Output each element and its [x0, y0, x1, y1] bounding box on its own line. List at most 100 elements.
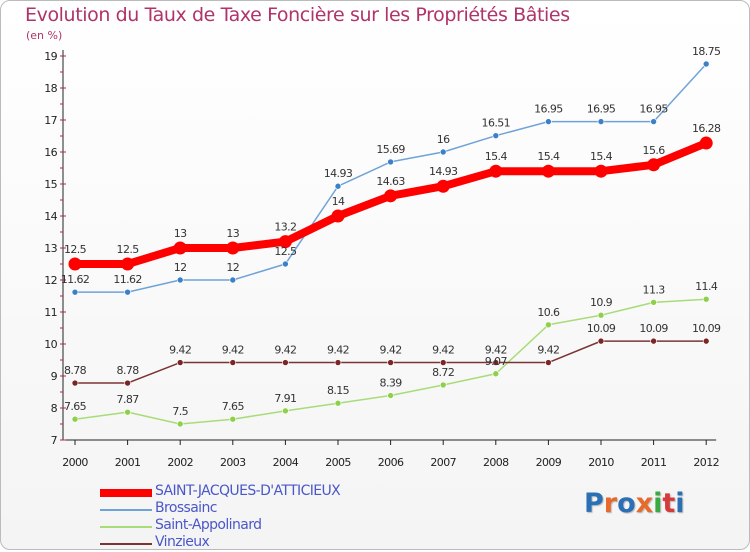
data-point: [334, 359, 342, 366]
data-label: 15.4: [590, 150, 613, 163]
data-label: 7.65: [222, 400, 245, 413]
data-point: [436, 179, 450, 193]
data-label: 14.93: [324, 167, 353, 180]
data-label: 15.4: [485, 150, 508, 163]
data-point: [702, 60, 710, 68]
data-point: [278, 235, 292, 249]
x-tick-label: 2006: [378, 456, 404, 469]
x-tick-label: 2000: [62, 456, 88, 469]
data-point: [331, 209, 345, 223]
legend-swatch: [100, 509, 152, 511]
data-label: 7.91: [274, 392, 296, 405]
data-point: [387, 359, 394, 366]
x-tick-label: 2005: [325, 456, 351, 469]
data-point: [384, 189, 398, 203]
data-point: [597, 118, 605, 125]
data-point: [176, 420, 184, 428]
data-label: 9.07: [485, 355, 508, 368]
data-point: [597, 337, 605, 345]
line-chart: 7 8 9 10 11 12 13 14 15 16 17 18 19 2000 2001 2002 2003 2…: [44, 45, 721, 469]
series-layer: [68, 60, 713, 428]
data-point: [71, 379, 79, 387]
data-label: 13.2: [274, 221, 296, 234]
data-point: [702, 295, 710, 303]
data-label: 16.95: [534, 103, 563, 116]
data-point: [489, 164, 503, 178]
data-label: 10.09: [639, 322, 668, 335]
data-label: 14.93: [429, 165, 458, 178]
data-point: [124, 408, 131, 416]
data-point: [439, 148, 447, 156]
data-label: 9.42: [432, 344, 454, 357]
y-tick-label: 11: [44, 306, 57, 319]
data-label: 8.72: [432, 366, 454, 379]
legend-label: Brossainc: [155, 500, 217, 516]
data-point: [68, 257, 82, 271]
legend-label: Saint-Appolinard: [155, 517, 262, 533]
data-label: 16.28: [692, 122, 721, 135]
data-label: 10.09: [587, 322, 616, 335]
data-label: 8.78: [64, 364, 87, 377]
x-tick-label: 2002: [167, 456, 193, 469]
data-point: [439, 359, 447, 366]
data-label: 13: [174, 227, 187, 240]
data-point: [650, 337, 657, 345]
data-point: [492, 359, 500, 366]
data-point: [387, 392, 394, 399]
data-label: 18.75: [692, 45, 721, 58]
data-point: [229, 276, 237, 284]
data-label: 11.62: [113, 273, 142, 286]
data-point: [699, 136, 713, 150]
data-label: 16.95: [587, 103, 616, 116]
x-tick-label: 2003: [220, 456, 246, 469]
data-point: [334, 182, 342, 190]
legend-label: SAINT-JACQUES-D'ATTICIEUX: [155, 483, 341, 499]
data-point: [650, 118, 657, 125]
data-point: [492, 370, 500, 378]
data-label: 12.5: [274, 245, 297, 258]
data-point: [334, 399, 342, 407]
data-label: 9.42: [327, 344, 349, 357]
data-point: [176, 359, 184, 366]
data-point: [545, 359, 552, 366]
data-point: [439, 381, 447, 389]
data-point: [229, 359, 237, 366]
data-label: 16.95: [639, 103, 668, 116]
data-label: 10.09: [692, 322, 721, 335]
y-tick-label: 8: [51, 402, 58, 415]
data-point: [124, 288, 131, 296]
y-tick-label: 14: [44, 210, 57, 223]
y-tick-label: 15: [44, 178, 57, 191]
data-label: 8.15: [327, 384, 350, 397]
data-label: 15.6: [643, 144, 666, 157]
data-label: 12.5: [117, 243, 140, 256]
y-tick-label: 7: [51, 434, 58, 447]
data-label: 16: [437, 133, 450, 146]
data-label: 7.65: [64, 400, 87, 413]
data-label: 9.42: [274, 344, 296, 357]
data-point: [387, 158, 394, 166]
data-label: 14: [332, 195, 345, 208]
x-tick-label: 2010: [588, 456, 614, 469]
x-tick-label: 2011: [641, 456, 667, 469]
legend-label: Vinzieux: [155, 534, 210, 550]
data-point: [229, 415, 237, 423]
x-tick-label: 2012: [693, 456, 719, 469]
data-point: [124, 379, 131, 387]
x-tick-label: 2008: [483, 456, 509, 469]
data-point: [282, 359, 289, 366]
y-tick-label: 13: [44, 242, 57, 255]
y-tick-label: 17: [44, 114, 57, 127]
data-point: [545, 118, 552, 125]
legend-swatch: [100, 543, 152, 545]
data-point: [702, 337, 710, 345]
data-label: 7.5: [172, 405, 188, 418]
x-tick-label: 2007: [430, 456, 456, 469]
data-label: 15.4: [537, 150, 560, 163]
data-point: [647, 158, 661, 172]
data-label: 10.9: [590, 296, 613, 309]
data-point: [282, 407, 289, 415]
data-label: 9.42: [169, 344, 191, 357]
y-tick-label: 16: [44, 146, 57, 159]
